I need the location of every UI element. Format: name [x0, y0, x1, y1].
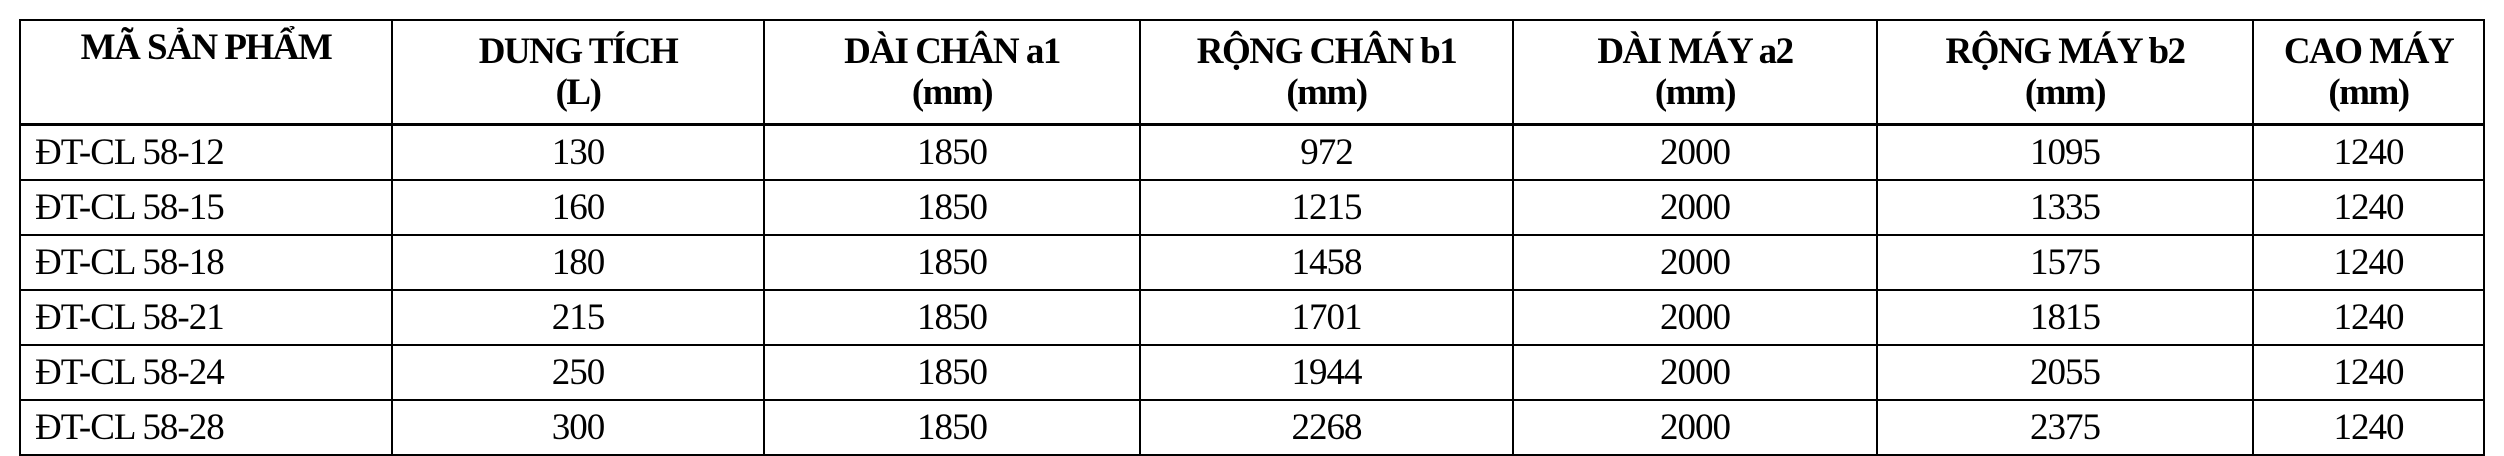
table-cell: 1335: [1876, 179, 2254, 236]
header-row: MÃ SẢN PHẨM DUNG TÍCH (L) DÀI CHÂN a1 (mm) RỘ…: [19, 19, 2485, 126]
column-header-unit: (mm): [2328, 72, 2410, 113]
table-cell: 2000: [1512, 344, 1878, 401]
table-cell: 1815: [1876, 289, 2254, 346]
product-code-cell: ĐT-CL 58-21: [19, 289, 393, 346]
table-cell: 300: [391, 399, 765, 456]
table-cell: 1215: [1139, 179, 1514, 236]
table-cell: 250: [391, 344, 765, 401]
table-cell: 1850: [763, 123, 1141, 181]
table-cell: 2000: [1512, 399, 1878, 456]
table-cell: 1944: [1139, 344, 1514, 401]
table-cell: 160: [391, 179, 765, 236]
table-cell: 1240: [2252, 344, 2485, 401]
column-header: CAO MÁY (mm): [2252, 19, 2485, 126]
column-header-title: MÃ SẢN PHẨM: [80, 27, 333, 68]
column-header: DUNG TÍCH (L): [391, 19, 765, 126]
table-cell: 1240: [2252, 399, 2485, 456]
product-code-cell: ĐT-CL 58-15: [19, 179, 393, 236]
product-spec-table: MÃ SẢN PHẨM DUNG TÍCH (L) DÀI CHÂN a1 (mm) RỘ…: [19, 19, 2485, 456]
table-cell: 1850: [763, 344, 1141, 401]
table-cell: 2268: [1139, 399, 1514, 456]
table-cell: 2000: [1512, 234, 1878, 291]
table-cell: 1575: [1876, 234, 2254, 291]
table-row: ĐT-CL 58-21 215 1850 1701 2000 1815 1240: [19, 289, 2485, 346]
column-header-title: DÀI CHÂN a1: [844, 31, 1061, 72]
table-row: ĐT-CL 58-15 160 1850 1215 2000 1335 1240: [19, 179, 2485, 236]
table-row: ĐT-CL 58-12 130 1850 972 2000 1095 1240: [19, 123, 2485, 181]
table-cell: 1240: [2252, 123, 2485, 181]
table-cell: 1240: [2252, 234, 2485, 291]
table-row: ĐT-CL 58-24 250 1850 1944 2000 2055 1240: [19, 344, 2485, 401]
table-cell: 1850: [763, 289, 1141, 346]
column-header: DÀI MÁY a2 (mm): [1512, 19, 1878, 126]
table-cell: 180: [391, 234, 765, 291]
column-header-unit: (mm): [911, 72, 994, 113]
column-header-unit: (L): [555, 72, 602, 113]
table-cell: 972: [1139, 123, 1514, 181]
column-header: RỘNG CHÂN b1 (mm): [1139, 19, 1514, 126]
table-cell: 1095: [1876, 123, 2254, 181]
product-code-cell: ĐT-CL 58-18: [19, 234, 393, 291]
column-header: MÃ SẢN PHẨM: [19, 19, 393, 126]
table-cell: 215: [391, 289, 765, 346]
column-header-unit: (mm): [1654, 72, 1737, 113]
table-cell: 1701: [1139, 289, 1514, 346]
product-code-cell: ĐT-CL 58-24: [19, 344, 393, 401]
column-header-title: RỘNG CHÂN b1: [1196, 31, 1458, 72]
column-header-unit: (mm): [1286, 72, 1368, 113]
table-cell: 1240: [2252, 289, 2485, 346]
table-cell: 2375: [1876, 399, 2254, 456]
column-header-title: DÀI MÁY a2: [1597, 31, 1794, 72]
table-cell: 2055: [1876, 344, 2254, 401]
column-header-unit: (mm): [2024, 72, 2107, 113]
table-cell: 2000: [1512, 289, 1878, 346]
table-row: ĐT-CL 58-18 180 1850 1458 2000 1575 1240: [19, 234, 2485, 291]
column-header-title: CAO MÁY: [2283, 31, 2455, 72]
table-cell: 2000: [1512, 179, 1878, 236]
table-cell: 1458: [1139, 234, 1514, 291]
table-row: ĐT-CL 58-28 300 1850 2268 2000 2375 1240: [19, 399, 2485, 456]
table-cell: 1850: [763, 234, 1141, 291]
column-header: RỘNG MÁY b2 (mm): [1876, 19, 2254, 126]
table-cell: 2000: [1512, 123, 1878, 181]
product-code-cell: ĐT-CL 58-12: [19, 123, 393, 181]
table-cell: 130: [391, 123, 765, 181]
table-cell: 1240: [2252, 179, 2485, 236]
column-header: DÀI CHÂN a1 (mm): [763, 19, 1141, 126]
table-cell: 1850: [763, 179, 1141, 236]
column-header-title: DUNG TÍCH: [478, 31, 679, 72]
table-cell: 1850: [763, 399, 1141, 456]
column-header-title: RỘNG MÁY b2: [1945, 31, 2186, 72]
product-code-cell: ĐT-CL 58-28: [19, 399, 393, 456]
